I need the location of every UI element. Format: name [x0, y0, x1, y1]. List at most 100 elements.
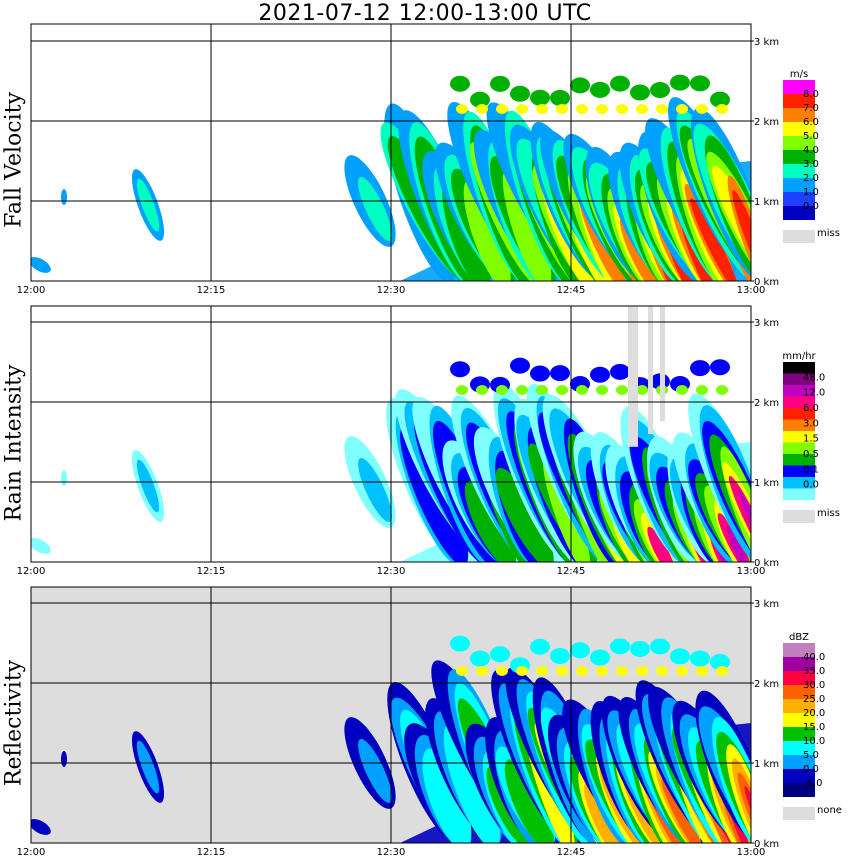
x-tick-label: 13:00 — [737, 285, 766, 296]
colorbar-level-label: 6.0 — [803, 117, 819, 128]
missing-column — [628, 306, 638, 447]
colorbar-swatch — [783, 699, 815, 713]
cell-top — [630, 84, 650, 101]
cell-top — [690, 360, 710, 377]
precip-streak — [738, 488, 751, 562]
colorbar-level-label: 0.0 — [803, 764, 819, 775]
cell-top — [616, 385, 628, 395]
colorbar-level-label: 15.0 — [803, 722, 825, 733]
cell-top — [656, 104, 668, 114]
echo-cell — [358, 177, 392, 241]
colorbar-swatch — [783, 396, 815, 408]
colorbar-swatch — [783, 94, 815, 108]
cell-top — [550, 365, 570, 382]
x-tick-label: 12:15 — [197, 285, 226, 296]
precip-streak — [647, 526, 676, 562]
colorbar-swatch — [783, 373, 815, 385]
colorbar-swatch — [783, 80, 815, 94]
cell-top — [690, 75, 710, 92]
y-tick-label: 1 km — [754, 759, 779, 770]
cell-top — [576, 666, 588, 676]
colorbar-level-label: 48.0 — [803, 372, 825, 383]
colorbar-swatch — [783, 465, 815, 477]
cell-top — [470, 650, 490, 667]
cell-top — [536, 385, 548, 395]
x-tick-label: 13:00 — [737, 847, 766, 858]
colorbar-level-label: 20.0 — [803, 708, 825, 719]
colorbar-level-label: 4.0 — [803, 145, 819, 156]
cell-top — [590, 81, 610, 98]
y-tick-label: 1 km — [754, 197, 779, 208]
cell-top — [630, 640, 650, 657]
chart-title: 2021-07-12 12:00-13:00 UTC — [258, 1, 592, 26]
echo-cells — [31, 306, 751, 562]
colorbar-level-label: 3.0 — [803, 159, 819, 170]
x-tick-label: 12:30 — [377, 285, 406, 296]
panel-1 — [30, 305, 815, 563]
cell-top — [456, 666, 468, 676]
cell-top — [676, 104, 688, 114]
colorbar-swatch — [783, 136, 815, 150]
x-tick-label: 13:00 — [737, 566, 766, 577]
colorbar-swatch — [783, 657, 815, 671]
cell-top — [656, 666, 668, 676]
precip-streak — [732, 190, 751, 281]
x-tick-label: 12:00 — [17, 847, 46, 858]
cell-top — [556, 104, 568, 114]
colorbar-level-label: 25.0 — [803, 694, 825, 705]
plot-frame — [30, 23, 752, 282]
x-tick-label: 12:00 — [17, 566, 46, 577]
colorbar-swatch — [783, 122, 815, 136]
precip-streak — [422, 748, 472, 843]
x-tick-label: 12:45 — [557, 847, 586, 858]
cell-top — [710, 91, 730, 108]
x-tick-label: 12:30 — [377, 566, 406, 577]
echo-cell — [31, 257, 51, 273]
plot-frame — [30, 305, 752, 563]
cell-top — [670, 74, 690, 91]
cell-top — [550, 89, 570, 106]
precip-streak — [495, 467, 554, 562]
colorbar-swatch — [783, 206, 815, 220]
cell-top — [636, 385, 648, 395]
echo-cell — [358, 739, 392, 803]
cell-top — [496, 385, 508, 395]
colorbar-swatch — [783, 671, 815, 685]
cell-top — [476, 104, 488, 114]
y-tick-label: 0 km — [754, 277, 779, 288]
cell-top — [516, 666, 528, 676]
precip-streak — [464, 480, 516, 562]
colorbar-swatch — [783, 454, 815, 466]
colorbar-level-label: 40.0 — [803, 652, 825, 663]
colorbar-swatch — [783, 741, 815, 755]
x-tick-label: 12:45 — [557, 285, 586, 296]
cell-top — [516, 385, 528, 395]
cell-top — [490, 646, 510, 663]
cell-top — [650, 82, 670, 99]
cell-top — [670, 648, 690, 665]
echo-cell — [61, 751, 67, 767]
colorbar-swatch — [783, 178, 815, 192]
colorbar-level-label: 2.0 — [803, 173, 819, 184]
cell-top — [530, 89, 550, 106]
colorbar-level-label: 5.0 — [803, 750, 819, 761]
colorbar-level-label: 0.5 — [803, 449, 819, 460]
cell-top — [676, 666, 688, 676]
cell-top — [616, 666, 628, 676]
cell-top — [536, 666, 548, 676]
colorbar-unit: mm/hr — [782, 351, 816, 362]
panel-0 — [30, 23, 815, 282]
missing-column — [660, 306, 665, 422]
y-tick-label: 3 km — [754, 318, 779, 329]
cell-top — [716, 385, 728, 395]
colorbar-unit: dBZ — [789, 632, 809, 643]
echo-cell — [61, 189, 67, 205]
x-tick-label: 12:00 — [17, 285, 46, 296]
x-tick-label: 12:30 — [377, 847, 406, 858]
cell-top — [476, 385, 488, 395]
cell-top — [636, 104, 648, 114]
cell-top — [616, 104, 628, 114]
cell-top — [696, 666, 708, 676]
colorbar-level-label: 12.0 — [803, 388, 825, 399]
cell-top — [530, 638, 550, 655]
